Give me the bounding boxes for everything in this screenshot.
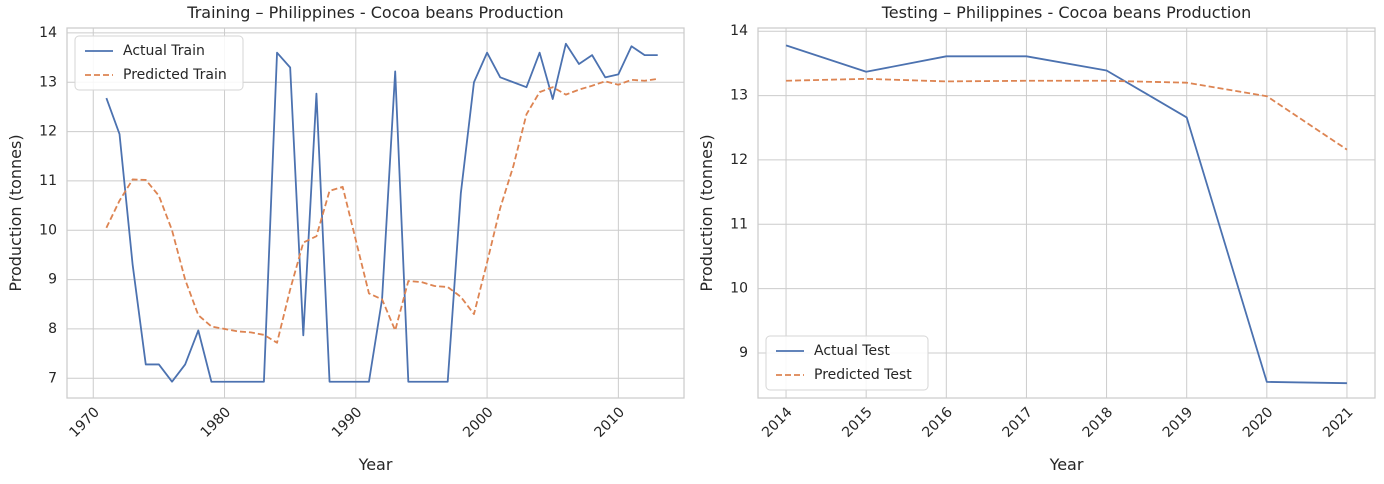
y-tick-label: 11 [730,216,748,232]
x-tick-label: 1980 [198,404,235,441]
series-line-predicted-test [786,77,1348,151]
y-axis-label: Production (tonnes) [6,134,25,291]
chart-training: 1970 1980 1990 2000 2010 7 8 9 10 11 12 13 14 Trainin… [6,3,685,474]
x-tick-label: 2000 [460,404,497,441]
legend-label: Predicted Train [123,67,227,83]
y-tick-label: 9 [739,345,748,361]
chart-title: Testing – Philippines - Cocoa beans Prod… [881,3,1252,22]
x-axis-label: Year [1049,455,1084,474]
x-tick-label: 1990 [329,404,366,441]
x-tick-label: 2010 [591,404,628,441]
x-tick-label: 2017 [1000,404,1037,441]
x-tick-label: 2018 [1080,404,1117,441]
y-tick-label: 13 [39,74,57,90]
y-tick-label: 10 [730,281,748,297]
y-tick-label: 8 [48,321,57,337]
series-line-actual-test [785,44,1347,385]
x-tick-label: 2016 [919,404,956,441]
legend: Actual Train Predicted Train [74,35,244,91]
x-tick-label: 2015 [839,404,876,441]
y-tick-label: 7 [48,370,57,386]
x-tick-label: 2021 [1320,404,1357,441]
legend-label: Actual Train [123,43,205,59]
x-tick-label: 2020 [1240,404,1277,441]
y-tick-label: 12 [730,152,748,168]
x-tick-label: 2014 [759,404,796,441]
legend: Actual Test Predicted Test [765,335,929,391]
legend-label: Predicted Test [814,367,912,383]
y-tick-label: 12 [39,124,57,140]
series-line-predicted-train [105,77,658,344]
x-axis-label: Year [358,455,393,474]
plot-frame [757,27,1376,399]
y-axis-label: Production (tonnes) [697,134,716,291]
y-tick-label: 14 [730,23,748,39]
y-tick-label: 14 [39,25,57,41]
legend-box [74,35,244,91]
chart-testing: 2014 2015 2016 2017 2018 2019 2020 2021 9 10 11 12 1… [697,3,1376,474]
plot-frame [66,27,685,399]
x-tick-label: 1970 [66,404,103,441]
y-tick-label: 9 [48,272,57,288]
legend-label: Actual Test [814,343,890,359]
chart-title: Training – Philippines - Cocoa beans Pro… [186,3,563,22]
y-tick-label: 13 [730,88,748,104]
y-tick-label: 11 [39,173,57,189]
y-tick-label: 10 [39,222,57,238]
legend-box [765,335,929,391]
x-tick-label: 2019 [1160,404,1197,441]
